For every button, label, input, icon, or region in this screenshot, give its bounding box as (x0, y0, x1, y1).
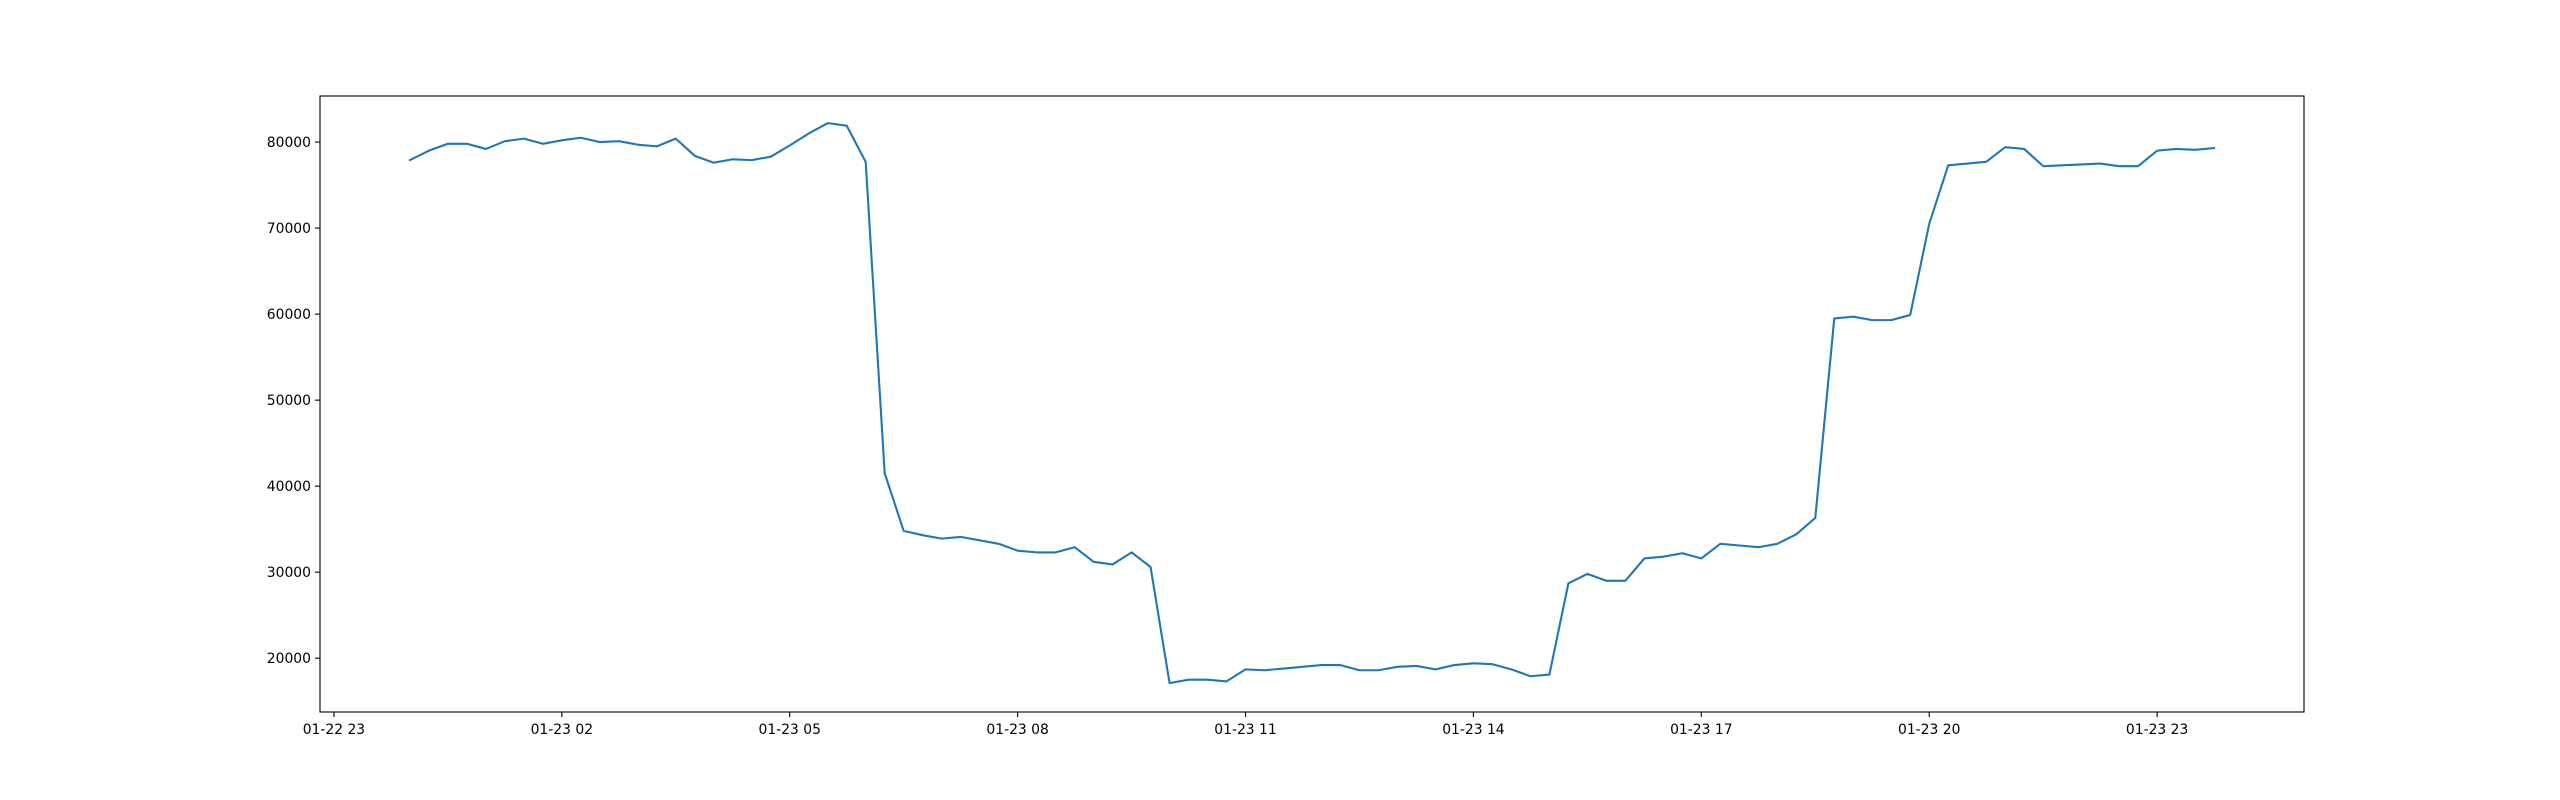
x-tick-label: 01-22 23 (303, 722, 365, 738)
y-tick-label: 60000 (267, 307, 311, 323)
y-tick-label: 20000 (267, 651, 311, 667)
x-tick-label: 01-23 02 (531, 722, 593, 738)
y-tick-label: 40000 (267, 479, 311, 495)
y-tick-label: 50000 (267, 393, 311, 409)
x-tick-label: 01-23 14 (1442, 722, 1505, 738)
plot-frame (319, 95, 2305, 713)
y-tick-label: 70000 (267, 221, 311, 237)
x-tick-label: 01-23 11 (1214, 722, 1276, 738)
x-tick-label: 01-23 17 (1670, 722, 1732, 738)
y-tick-label: 30000 (267, 565, 311, 581)
x-tick-label: 01-23 20 (1898, 722, 1960, 738)
x-tick-label: 01-23 08 (986, 722, 1048, 738)
x-tick-label: 01-23 23 (2126, 722, 2188, 738)
data-line (408, 122, 2216, 685)
y-tick-label: 80000 (267, 135, 311, 151)
x-tick-label: 01-23 05 (758, 722, 820, 738)
